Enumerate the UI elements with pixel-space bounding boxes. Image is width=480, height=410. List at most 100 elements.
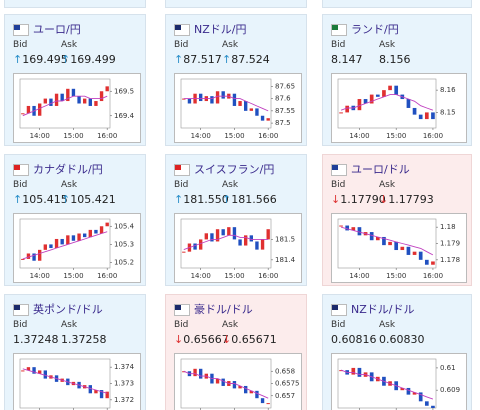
ask-label: Ask xyxy=(379,180,396,190)
candle xyxy=(418,392,423,402)
flag-icon xyxy=(13,304,29,316)
y-tick-label: 0.609 xyxy=(440,386,460,394)
tile: NZドル/ドルBidAsk0.608160.608300.610.60914:0… xyxy=(322,294,472,410)
candle xyxy=(21,258,25,260)
candle xyxy=(43,98,47,104)
candle xyxy=(215,91,220,104)
candle xyxy=(244,101,248,111)
chart-box: 87.65 87.6 87.55 87.5 14:00 15:00 16:00 xyxy=(174,73,302,143)
candle xyxy=(210,96,214,104)
bid-price: 87.517 xyxy=(183,53,222,66)
mini-chart: 169.5 169.4 14:00 15:00 16:00 xyxy=(19,78,135,140)
x-tick-label: 14:00 xyxy=(349,272,369,280)
candle xyxy=(351,367,356,375)
candle xyxy=(32,367,36,374)
tile: ユーロ/ドル Bid Ask ↓1.17790 ↓1.17793 1.18 1.179 1.1… xyxy=(322,154,472,286)
y-tick-label: 0.658 xyxy=(275,367,295,375)
y-tick-label: 87.55 xyxy=(275,107,295,115)
candle xyxy=(215,229,220,242)
candle xyxy=(88,229,92,238)
ask-value: 8.156 xyxy=(379,53,411,66)
y-tick-label: 1.373 xyxy=(114,380,134,388)
plot-frame xyxy=(180,358,272,409)
x-tick-label: 16:00 xyxy=(258,272,278,280)
candle xyxy=(406,99,411,108)
y-tick-label: 8.15 xyxy=(440,108,456,116)
candle xyxy=(32,253,36,261)
chart-box: 1.18 1.179 1.178 14:00 15:00 16:00 xyxy=(331,213,467,283)
chart-box: 169.5 169.4 14:00 15:00 16:00 xyxy=(13,73,141,143)
candle xyxy=(199,368,203,379)
trend-arrow: ↑ xyxy=(174,193,184,206)
x-tick-label: 14:00 xyxy=(191,132,211,140)
candle xyxy=(412,107,417,115)
trend-arrow: ↑ xyxy=(61,193,71,206)
candle xyxy=(99,390,104,399)
ask-value: ↓1.17793 xyxy=(379,193,434,206)
y-tick-label: 1.374 xyxy=(114,363,135,371)
candle xyxy=(369,94,374,104)
ask-label: Ask xyxy=(222,40,239,50)
candle xyxy=(424,112,429,120)
candle xyxy=(260,398,265,404)
y-tick-label: 181.4 xyxy=(275,256,296,264)
tile: ユーロ/円 Bid Ask ↑169.495 ↑169.499 169.5 169.4 14:… xyxy=(4,14,146,146)
flag-mark xyxy=(175,305,181,310)
candle xyxy=(357,99,362,111)
candle xyxy=(369,232,374,241)
plot-frame xyxy=(337,358,437,409)
flag-icon xyxy=(331,164,347,176)
flag-mark xyxy=(14,165,20,170)
ask-label: Ask xyxy=(379,320,396,330)
candle xyxy=(424,401,429,406)
candle xyxy=(199,93,203,102)
trend-arrow: ↑ xyxy=(174,53,184,66)
pair-name: NZドル/ドル xyxy=(351,303,415,316)
candle xyxy=(249,108,253,111)
tile: スイスフラン/円 Bid Ask ↑181.550 ↑181.566 181.5 181.4… xyxy=(165,154,307,286)
candle xyxy=(266,229,270,240)
candle xyxy=(54,238,59,249)
ask-label: Ask xyxy=(379,40,396,50)
tile: ランド/円 Bid Ask 8.147 8.156 8.16 8.15 14:00 15:00 1… xyxy=(322,14,472,146)
candle xyxy=(406,387,411,395)
candle xyxy=(339,225,343,227)
moving-average xyxy=(22,368,108,394)
candle xyxy=(38,103,42,116)
candle xyxy=(394,241,399,251)
chart-box: 105.4 105.3 105.2 14:00 15:00 16:00 xyxy=(13,213,141,283)
candle xyxy=(227,227,231,236)
bid-value: ↑105.415 xyxy=(13,193,68,206)
candle xyxy=(388,241,392,246)
candle xyxy=(77,233,81,241)
candle xyxy=(26,253,31,259)
bid-label: Bid xyxy=(331,40,346,50)
trend-arrow: ↑ xyxy=(222,53,232,66)
mini-chart: 181.5 181.4 14:00 15:00 16:00 xyxy=(180,218,296,280)
candle xyxy=(38,370,42,374)
bid-label: Bid xyxy=(331,180,346,190)
candle xyxy=(204,233,208,240)
mini-chart: 105.4 105.3 105.2 14:00 15:00 16:00 xyxy=(19,218,135,280)
candle xyxy=(431,112,435,120)
moving-average xyxy=(22,95,108,117)
candle xyxy=(238,385,242,389)
bid-price: 105.415 xyxy=(22,193,68,206)
flag-icon xyxy=(13,24,29,36)
candle xyxy=(182,98,186,100)
trend-arrow: ↑ xyxy=(61,53,71,66)
tile: カナダドル/円 Bid Ask ↑105.415 ↑105.421 105.4 105.3 1… xyxy=(4,154,146,286)
ask-label: Ask xyxy=(222,320,239,330)
candle xyxy=(49,98,53,106)
candle xyxy=(26,367,31,371)
x-tick-label: 15:00 xyxy=(63,272,83,280)
candle xyxy=(406,246,411,255)
candle xyxy=(88,98,92,106)
candle xyxy=(388,85,392,91)
candle xyxy=(255,108,259,116)
candle xyxy=(54,93,59,106)
bid-price: 181.550 xyxy=(183,193,229,206)
moving-average xyxy=(340,94,434,111)
